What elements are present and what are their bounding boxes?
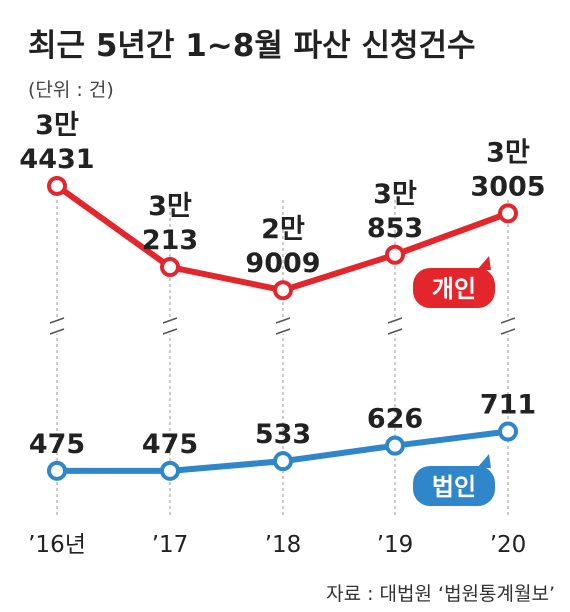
data-point [47, 175, 67, 196]
data-label: 853 [367, 213, 423, 244]
x-tick-label: ’20 [490, 532, 527, 558]
unit-label: (단위 : 건) [28, 79, 114, 101]
data-point [160, 257, 180, 278]
x-tick-label: ’19 [377, 532, 414, 558]
series-badge-label: 법인 [432, 473, 476, 501]
data-label: 213 [142, 225, 198, 256]
data-label: 3만 [148, 191, 192, 222]
axis-break-mark [500, 317, 516, 335]
axis-break-mark [387, 317, 403, 335]
x-tick-label: ’17 [152, 532, 189, 558]
data-label: 9009 [245, 248, 320, 279]
chart-title: 최근 5년간 1~8월 파산 신청건수 [28, 28, 476, 64]
series-badge-label: 개인 [432, 275, 476, 303]
data-label: 475 [142, 429, 198, 460]
data-point [273, 280, 293, 301]
series-badge: 개인 [413, 256, 495, 308]
data-label: 3만 [373, 179, 417, 210]
guide-lines [49, 200, 516, 518]
axis-break-mark [49, 317, 65, 335]
data-label: 2만 [261, 214, 305, 245]
data-label: 711 [480, 390, 536, 421]
data-point [160, 460, 180, 481]
data-label: 3만 [35, 110, 79, 141]
series-badge: 법인 [413, 454, 495, 506]
data-label: 475 [29, 429, 85, 460]
data-point [498, 421, 518, 442]
x-tick-labels: ’16년 ’17 ’18 ’19 ’20 [28, 532, 526, 558]
data-label: 626 [367, 404, 423, 435]
data-label: 3만 [486, 137, 530, 168]
data-point [498, 203, 518, 224]
x-tick-label: ’18 [265, 532, 302, 558]
x-tick-label: ’16년 [28, 532, 86, 558]
data-point [385, 435, 405, 456]
data-label: 4431 [19, 144, 94, 175]
data-label: 533 [255, 419, 311, 450]
source-label: 자료 : 대법원 ‘법원통계월보’ [326, 583, 555, 605]
data-label: 3005 [470, 171, 545, 202]
data-point [47, 460, 67, 481]
data-point [273, 451, 293, 472]
data-point [385, 244, 405, 265]
axis-break-mark [275, 317, 291, 335]
axis-break-mark [162, 317, 178, 335]
